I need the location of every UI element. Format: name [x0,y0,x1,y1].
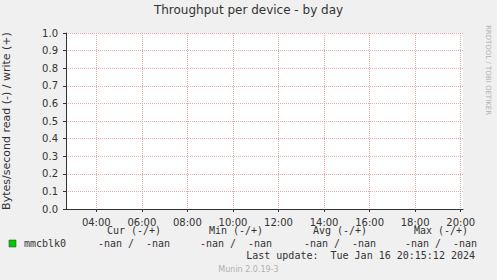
svg-text:Bytes/second read (-) / write: Bytes/second read (-) / write (+) [0,32,13,210]
svg-text:Cur (-/+): Cur (-/+) [106,224,162,236]
svg-text:20:00: 20:00 [446,217,475,228]
svg-text:Throughput per device - by day: Throughput per device - by day [153,3,343,17]
svg-text:RRDTOOL / TOBI OETIKER: RRDTOOL / TOBI OETIKER [484,25,492,115]
svg-text:Avg (-/+): Avg (-/+) [312,224,368,236]
svg-text:0.2: 0.2 [42,168,58,179]
svg-text:0.0: 0.0 [42,204,58,215]
svg-text:0.8: 0.8 [42,63,58,74]
svg-text:0.7: 0.7 [42,80,58,91]
svg-text:-nan / -nan: -nan / -nan [200,238,272,249]
svg-text:18:00: 18:00 [401,217,430,228]
svg-text:0.4: 0.4 [42,133,58,144]
svg-text:Max (-/+): Max (-/+) [413,224,469,236]
svg-text:Last update: Tue Jan 16 20:15: Last update: Tue Jan 16 20:15:12 2024 [246,250,475,261]
svg-text:-nan / -nan: -nan / -nan [304,238,376,249]
svg-text:08:00: 08:00 [173,217,202,228]
svg-text:-nan / -nan: -nan / -nan [98,238,170,249]
svg-text:-nan / -nan: -nan / -nan [405,238,477,249]
svg-text:04:00: 04:00 [82,217,111,228]
svg-text:mmcblk0: mmcblk0 [24,238,66,249]
svg-text:0.9: 0.9 [42,45,58,56]
svg-text:0.1: 0.1 [42,186,58,197]
svg-text:0.3: 0.3 [42,151,58,162]
svg-text:0.5: 0.5 [42,116,58,127]
svg-text:16:00: 16:00 [355,217,384,228]
svg-text:0.6: 0.6 [42,98,58,109]
svg-text:Min (-/+): Min (-/+) [208,224,264,236]
svg-text:10:00: 10:00 [219,217,248,228]
svg-text:06:00: 06:00 [127,217,156,228]
svg-text:12:00: 12:00 [264,217,293,228]
svg-text:14:00: 14:00 [310,217,339,228]
svg-text:Munin 2.0.19-3: Munin 2.0.19-3 [218,265,278,274]
svg-text:1.0: 1.0 [42,28,58,39]
